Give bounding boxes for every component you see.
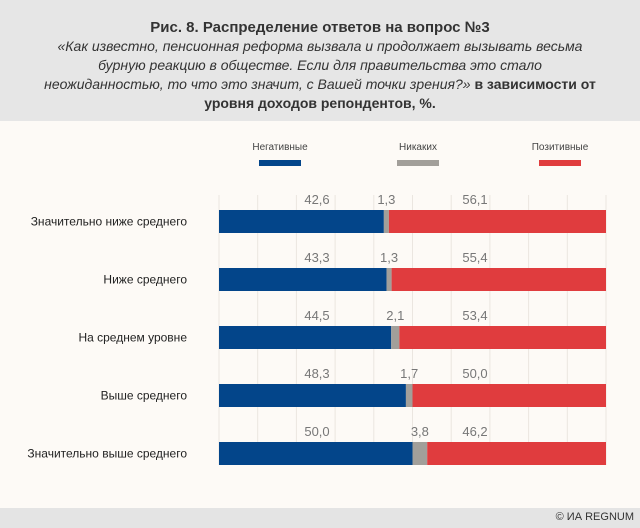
chart-header: Рис. 8. Распределение ответов на вопрос …	[0, 0, 640, 121]
bar-segment	[399, 326, 606, 349]
category-label: На среднем уровне	[78, 331, 187, 345]
data-label: 55,4	[462, 250, 487, 265]
bar-segment	[219, 326, 392, 349]
data-label: 50,0	[462, 366, 487, 381]
bar-segment	[391, 268, 606, 291]
bar-segment	[386, 268, 392, 291]
data-label: 3,8	[411, 424, 429, 439]
bar-segment	[219, 268, 387, 291]
data-label: 53,4	[462, 308, 487, 323]
data-label: 1,3	[380, 250, 398, 265]
bar-segment	[405, 384, 413, 407]
data-label: 50,0	[304, 424, 329, 439]
data-label: 43,3	[304, 250, 329, 265]
credit: © ИА REGNUM	[555, 511, 634, 523]
data-label: 42,6	[304, 192, 329, 207]
legend-label: Негативные	[252, 142, 308, 153]
bar-segment	[388, 210, 606, 233]
legend-label: Никаких	[399, 142, 437, 153]
bar-segment	[412, 442, 428, 465]
data-label: 2,1	[386, 308, 404, 323]
data-label: 44,5	[304, 308, 329, 323]
legend-swatch	[259, 160, 301, 166]
footer: © ИА REGNUM	[0, 508, 640, 528]
question-text: «Как известно, пенсионная реформа вызвал…	[44, 38, 583, 92]
subtitle-suffix: в зависимости от уровня доходов репонден…	[204, 76, 596, 111]
stacked-bar-chart: Негативные Никаких Позитивные Значительно н…	[27, 142, 607, 465]
bar-segment	[219, 210, 384, 233]
bar-segment	[383, 210, 389, 233]
bar-segment	[219, 442, 413, 465]
category-label: Значительно выше среднего	[27, 447, 187, 461]
bar-segment	[391, 326, 400, 349]
category-label: Значительно ниже среднего	[31, 215, 188, 229]
bar-segment	[412, 384, 606, 407]
data-label: 1,7	[400, 366, 418, 381]
data-label: 1,3	[377, 192, 395, 207]
category-label: Ниже среднего	[103, 273, 187, 287]
legend-label: Позитивные	[532, 142, 589, 153]
bar-segment	[427, 442, 606, 465]
data-label: 48,3	[304, 366, 329, 381]
data-label: 56,1	[462, 192, 487, 207]
category-label: Выше среднего	[101, 389, 188, 403]
legend-swatch	[397, 160, 439, 166]
data-label: 46,2	[462, 424, 487, 439]
legend-swatch	[539, 160, 581, 166]
chart-subtitle: «Как известно, пенсионная реформа вызвал…	[0, 37, 640, 113]
bar-segment	[219, 384, 406, 407]
chart-title: Рис. 8. Распределение ответов на вопрос …	[150, 19, 490, 36]
